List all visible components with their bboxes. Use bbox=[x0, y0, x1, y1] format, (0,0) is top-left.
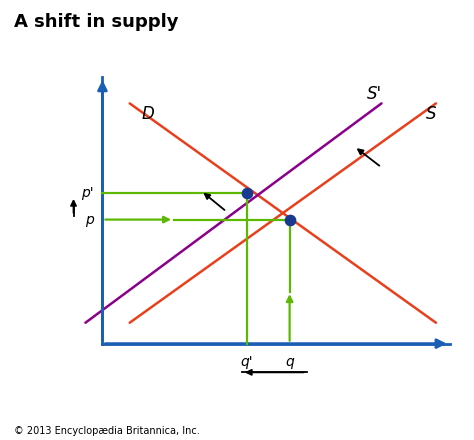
Text: A shift in supply: A shift in supply bbox=[14, 13, 179, 31]
Point bbox=[286, 216, 293, 223]
Text: p': p' bbox=[82, 187, 94, 201]
Point bbox=[243, 190, 251, 197]
Text: © 2013 Encyclopædia Britannica, Inc.: © 2013 Encyclopædia Britannica, Inc. bbox=[14, 425, 200, 436]
Text: q': q' bbox=[241, 356, 254, 370]
Text: q: q bbox=[285, 356, 294, 370]
Text: D: D bbox=[142, 105, 155, 123]
Text: S: S bbox=[426, 105, 436, 123]
Text: p: p bbox=[85, 213, 94, 227]
Text: S': S' bbox=[367, 85, 382, 103]
